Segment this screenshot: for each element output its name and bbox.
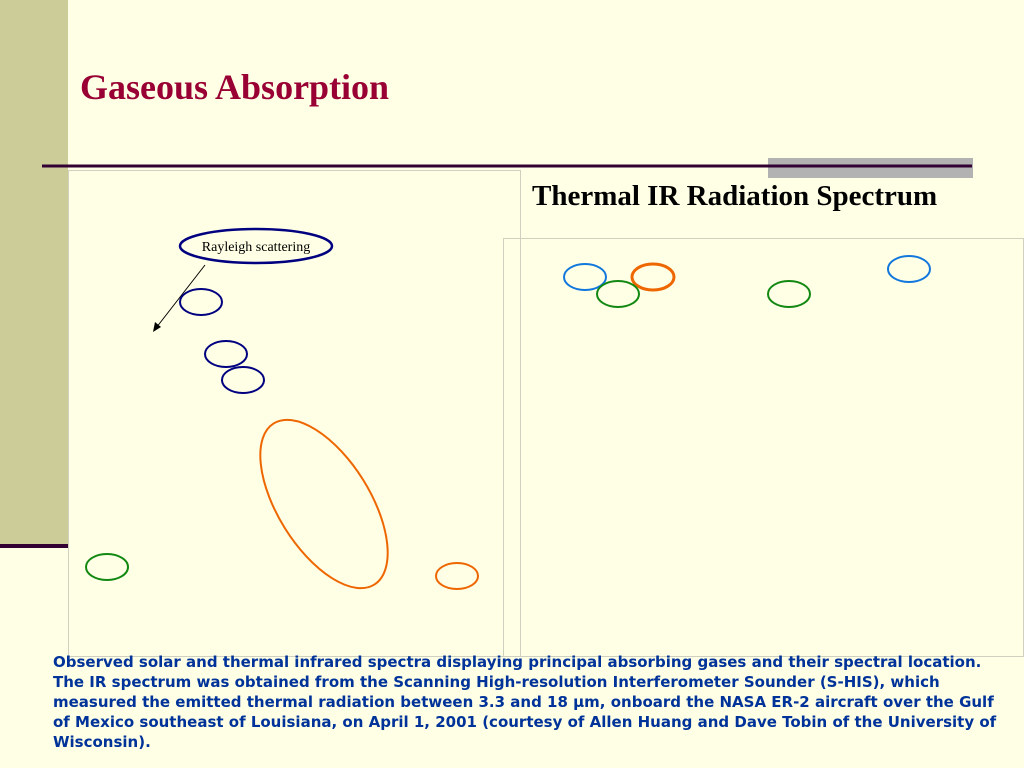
annotation-ellipse xyxy=(178,227,334,265)
slide-subtitle: Thermal IR Radiation Spectrum xyxy=(532,180,938,212)
annotation-arrow xyxy=(155,264,206,329)
highlight-circles xyxy=(85,255,931,590)
slide-title: Gaseous Absorption xyxy=(80,67,390,107)
arrow-head xyxy=(153,322,161,332)
annotation-text: Rayleigh scattering xyxy=(202,240,310,255)
caption: Observed solar and thermal infrared spec… xyxy=(53,653,1002,751)
solar-spectrum-image xyxy=(68,170,521,657)
accent-bar xyxy=(768,158,973,178)
side-band xyxy=(0,0,68,545)
ir-spectrum-image xyxy=(503,238,1024,657)
